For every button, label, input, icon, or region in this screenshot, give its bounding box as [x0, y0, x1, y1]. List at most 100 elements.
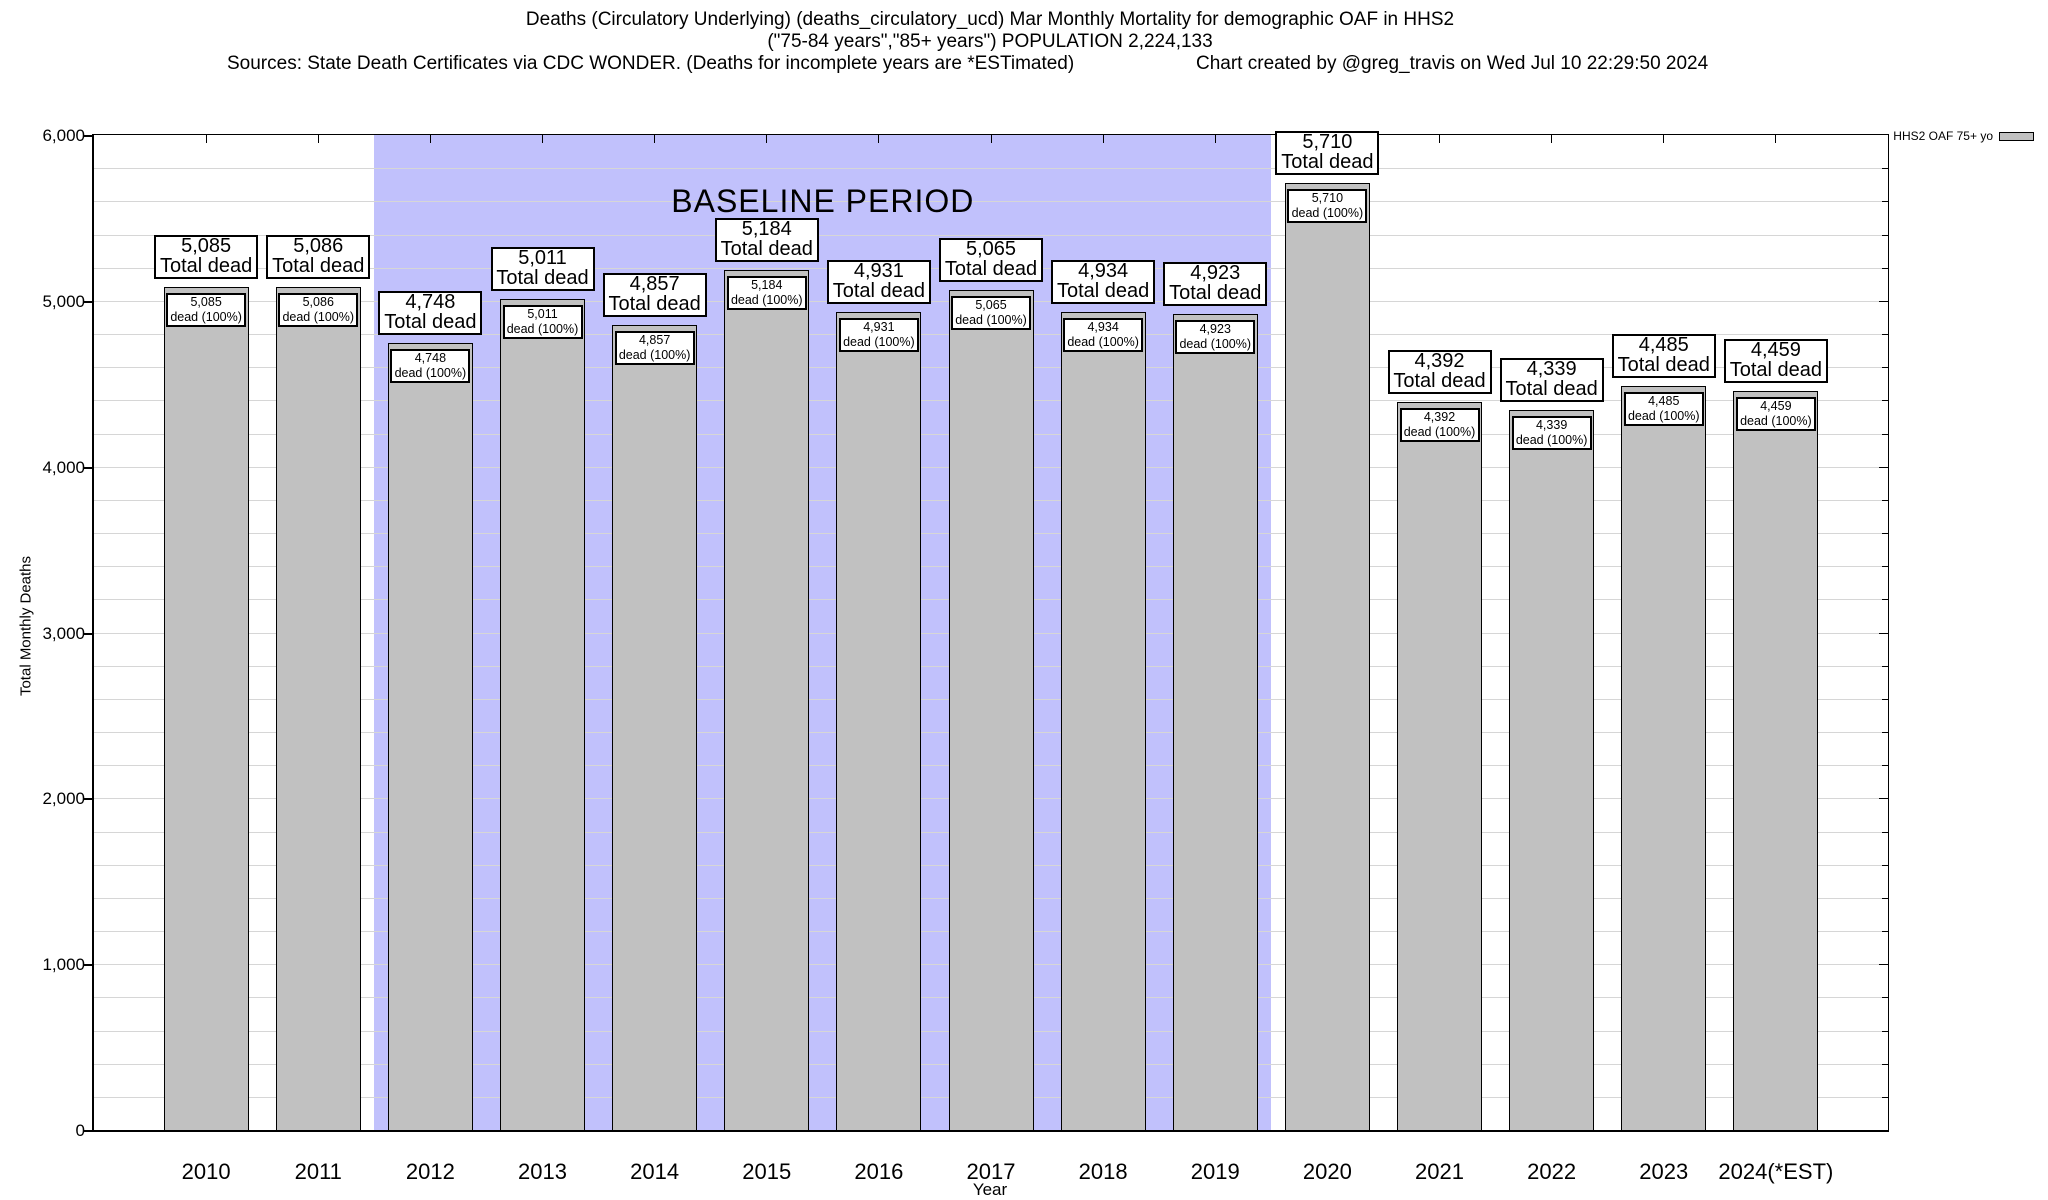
right-tick-mark: [1882, 1096, 1888, 1098]
bar-inner-label: 5,184 dead (100%): [726, 276, 807, 310]
bar-inner-suffix: dead (100%): [730, 292, 803, 307]
y-tick-mark: [83, 466, 92, 469]
top-tick-mark: [1663, 135, 1665, 143]
bar-total-suffix: Total dead: [1169, 281, 1262, 304]
bar-inner-value: 4,459: [1760, 399, 1792, 413]
bar: [1621, 386, 1707, 1130]
right-tick-mark: [1882, 400, 1888, 402]
bar-total-value: 4,934: [1078, 260, 1129, 282]
bar-inner-value: 4,934: [1087, 320, 1119, 334]
bar-total-suffix: Total dead: [832, 279, 926, 302]
right-tick-mark: [1882, 1063, 1888, 1065]
bar-total-suffix: Total dead: [1505, 377, 1598, 400]
bar-total-value: 5,011: [518, 247, 567, 269]
x-tick-label: 2023: [1639, 1159, 1689, 1184]
y-tick-mark: [83, 798, 92, 801]
bar-total-value: 5,184: [741, 218, 792, 240]
bar-inner-value: 5,011: [527, 307, 558, 321]
bar-inner-suffix: dead (100%): [1403, 424, 1476, 439]
bar-inner-value: 5,085: [190, 295, 222, 309]
bar: [724, 270, 810, 1130]
top-tick-mark: [1775, 135, 1777, 143]
bar-inner-value: 4,923: [1199, 322, 1231, 336]
x-tick-label: 2015: [742, 1159, 792, 1184]
bar-inner-value: 4,392: [1423, 410, 1456, 424]
bar-inner-value: 4,485: [1648, 394, 1680, 408]
bar-inner-label: 4,934 dead (100%): [1063, 318, 1144, 352]
bar-total-value: 4,923: [1190, 262, 1241, 284]
right-tick-mark: [1882, 831, 1888, 833]
right-tick-mark: [1882, 367, 1888, 369]
y-tick-label: 6,000: [42, 126, 85, 145]
baseline-period-label: BASELINE PERIOD: [671, 183, 975, 219]
right-tick-mark: [1882, 732, 1888, 733]
y-tick-mark: [83, 1130, 92, 1132]
chart-credit-note: Chart created by @greg_travis on Wed Jul…: [1196, 53, 1709, 74]
bar-inner-suffix: dead (100%): [1291, 205, 1364, 220]
bar-inner-suffix: dead (100%): [1515, 432, 1588, 447]
bar: [836, 312, 922, 1130]
y-tick-mark: [83, 964, 92, 967]
right-tick-mark: [1882, 433, 1888, 435]
right-tick-mark: [1882, 267, 1888, 269]
bar-inner-label: 4,923 dead (100%): [1175, 320, 1256, 354]
y-tick-label: 4,000: [42, 457, 85, 477]
right-tick-mark: [1882, 533, 1888, 534]
x-tick-label: 2021: [1415, 1159, 1464, 1184]
bar-inner-value: 4,339: [1535, 418, 1568, 432]
top-tick-mark: [205, 135, 207, 143]
x-tick-label: 2014: [630, 1159, 680, 1184]
bar-inner-suffix: dead (100%): [282, 309, 355, 324]
top-tick-mark: [990, 135, 992, 143]
bar-inner-value: 5,184: [751, 278, 783, 292]
bar-inner-suffix: dead (100%): [1067, 334, 1139, 349]
bar-inner-suffix: dead (100%): [170, 309, 242, 324]
right-tick-mark: [1879, 300, 1888, 302]
right-tick-mark: [1879, 466, 1888, 468]
gridline: [94, 234, 1888, 236]
bar-total-value: 4,931: [853, 260, 904, 282]
bar-total-value: 5,085: [181, 235, 232, 257]
bar-inner-suffix: dead (100%): [1179, 336, 1252, 351]
right-tick-mark: [1882, 499, 1888, 501]
bar: [612, 325, 698, 1130]
right-tick-mark: [1882, 201, 1888, 203]
chart-title: Deaths (Circulatory Underlying) (deaths_…: [525, 9, 1455, 30]
bar-total-suffix: Total dead: [1056, 279, 1150, 302]
bar-inner-label: 4,339 dead (100%): [1511, 416, 1592, 450]
top-tick-mark: [1439, 135, 1440, 143]
bar-inner-label: 5,710 dead (100%): [1287, 189, 1368, 223]
top-tick-mark: [317, 135, 319, 143]
top-tick-mark: [1214, 135, 1216, 143]
bar-inner-label: 4,857 dead (100%): [614, 331, 695, 365]
bar-inner-value: 5,065: [975, 298, 1007, 312]
top-tick-mark: [766, 135, 768, 143]
legend: HHS2 OAF 75+ yo: [1893, 129, 2034, 143]
right-tick-mark: [1882, 665, 1888, 667]
bar-total-label: 4,339 Total dead: [1499, 358, 1604, 402]
right-tick-mark: [1882, 168, 1888, 170]
bar-total-suffix: Total dead: [272, 254, 365, 277]
bar-total-suffix: Total dead: [1617, 353, 1710, 376]
bar-total-value: 4,459: [1750, 339, 1801, 361]
bar-total-label: 5,086 Total dead: [266, 235, 371, 279]
bar-total-label: 4,934 Total dead: [1051, 260, 1156, 304]
bar-inner-label: 5,086 dead (100%): [278, 293, 359, 327]
x-tick-label: 2012: [405, 1159, 455, 1184]
x-axis-title: Year: [972, 1180, 1008, 1199]
top-tick-mark: [1551, 135, 1553, 143]
bar-total-suffix: Total dead: [496, 266, 589, 289]
bar-inner-label: 5,011 dead (100%): [502, 305, 583, 339]
bar-total-label: 5,065 Total dead: [939, 238, 1043, 282]
bar-inner-label: 5,065 dead (100%): [951, 296, 1031, 330]
x-tick-label: 2018: [1078, 1159, 1128, 1184]
bar-total-suffix: Total dead: [1393, 369, 1486, 392]
bar-total-label: 4,485 Total dead: [1611, 334, 1716, 378]
bar-total-label: 4,931 Total dead: [826, 260, 931, 304]
bar-total-suffix: Total dead: [720, 237, 813, 260]
bar-total-label: 4,857 Total dead: [602, 273, 707, 317]
gridline: [94, 201, 1888, 203]
legend-swatch-icon: [1999, 131, 2034, 141]
x-tick-label: 2019: [1190, 1159, 1240, 1184]
